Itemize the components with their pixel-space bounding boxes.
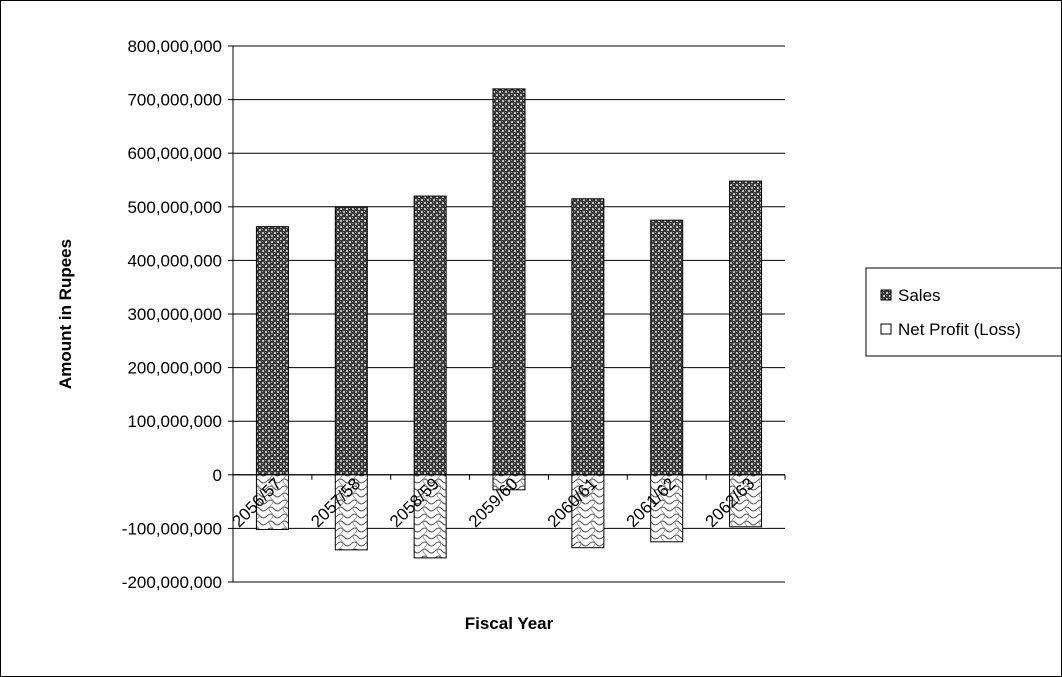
bar-net-profit — [413, 474, 447, 559]
y-tick-label: -100,000,000 — [122, 519, 222, 538]
axes — [232, 46, 786, 582]
y-tick-label: 100,000,000 — [127, 412, 222, 431]
y-tick-label: 0 — [213, 466, 222, 485]
y-tick-label: 700,000,000 — [127, 91, 222, 110]
legend-swatch-sales — [880, 289, 892, 301]
bar-net-profit — [571, 474, 605, 549]
legend: Sales Net Profit (Loss) — [865, 267, 1061, 357]
y-tick-label: 600,000,000 — [127, 144, 222, 163]
y-tick-label: -200,000,000 — [122, 573, 222, 592]
y-tick-label: 200,000,000 — [127, 359, 222, 378]
y-tick-label: 300,000,000 — [127, 305, 222, 324]
bar-sales — [413, 195, 447, 476]
y-tick-label: 800,000,000 — [127, 37, 222, 56]
legend-swatch-net-profit — [880, 323, 892, 335]
bar-net-profit — [650, 474, 684, 543]
bar-sales — [571, 198, 605, 476]
bar-net-profit — [729, 474, 763, 528]
bars — [255, 88, 763, 559]
bar-sales — [650, 219, 684, 476]
x-axis-title: Fiscal Year — [465, 614, 554, 633]
y-tick-label: 400,000,000 — [127, 251, 222, 270]
legend-label-net-profit: Net Profit (Loss) — [898, 320, 1021, 339]
legend-box — [865, 267, 1061, 357]
bar-sales — [255, 226, 289, 476]
bar-sales — [729, 180, 763, 476]
y-tick-labels: 800,000,000 700,000,000 600,000,000 500,000… — [122, 37, 222, 592]
y-axis-title: Amount in Rupees — [56, 239, 75, 389]
bar-sales — [492, 88, 526, 476]
legend-label-sales: Sales — [898, 286, 941, 305]
bar-sales — [334, 206, 368, 476]
y-tick-label: 500,000,000 — [127, 198, 222, 217]
